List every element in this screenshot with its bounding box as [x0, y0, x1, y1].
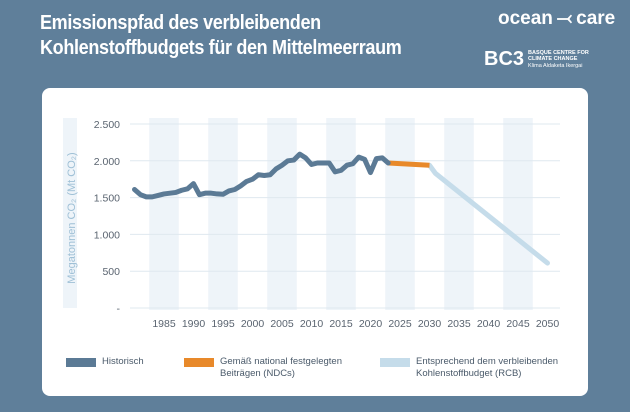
x-band: [444, 118, 474, 310]
series-historic: [132, 151, 391, 200]
legend-label: Beiträgen (NDCs): [220, 368, 295, 379]
x-band: [503, 118, 533, 310]
legend-label: Kohlenstoffbudget (RCB): [416, 368, 522, 379]
x-tick-label: 2010: [300, 318, 324, 330]
legend-item-historic: Historisch: [66, 356, 144, 368]
x-tick-label: 1995: [211, 318, 235, 330]
logo-text: CLIMATE CHANGE: [528, 56, 578, 63]
x-tick-label: 2000: [241, 318, 265, 330]
y-label-band: [63, 118, 77, 308]
y-axis-label: Megatonnen CO₂ (Mt CO₂): [66, 152, 78, 283]
y-tick-label: -: [117, 303, 121, 315]
x-band: [326, 118, 356, 310]
chart-card: [42, 88, 588, 396]
legend-item-rcb: Entsprechend dem verbleibenden Kohlenstof…: [380, 356, 558, 380]
x-tick-label: 2020: [359, 318, 383, 330]
logo-text: Klima Aldaketa Ikergai: [528, 62, 583, 69]
legend-swatch: [380, 358, 410, 367]
x-band: [385, 118, 415, 310]
y-tick-label: 1.000: [94, 229, 120, 241]
series-ndc: [388, 160, 430, 168]
x-tick-label: 2050: [536, 318, 560, 330]
y-tick-label: 2.500: [94, 119, 120, 131]
y-tick-label: 500: [102, 266, 120, 278]
legend-swatch: [66, 358, 96, 367]
logo-text: care: [576, 8, 616, 29]
x-tick-label: 2030: [418, 318, 442, 330]
legend-label: Historisch: [102, 356, 144, 367]
x-tick-label: 1985: [152, 318, 176, 330]
y-tick-label: 1.500: [94, 193, 120, 205]
logo-text: BC3: [484, 48, 525, 70]
legend-label: Gemäß national festgelegten: [220, 356, 342, 367]
logo-text: BASQUE CENTRE FOR: [528, 49, 589, 56]
x-tick-label: 2015: [329, 318, 353, 330]
x-band: [149, 118, 179, 310]
legend-swatch: [184, 358, 214, 367]
x-tick-label: 2045: [506, 318, 530, 330]
logos: ocean ⤙ care BC3 BASQUE CENTRE FOR CLIMAT…: [484, 8, 616, 71]
page-title: Emissionspfad des verbleibenden Kohlenst…: [40, 11, 402, 59]
legend-item-ndc: Gemäß national festgelegten Beiträgen (ND…: [184, 356, 342, 380]
x-band: [267, 118, 297, 310]
logo-text: ocean: [498, 8, 553, 29]
x-tick-label: 2035: [447, 318, 471, 330]
whale-tail-icon: ⤙: [556, 8, 573, 29]
x-band: [208, 118, 238, 310]
x-tick-label: 1990: [182, 318, 206, 330]
legend-label: Entsprechend dem verbleibenden: [416, 356, 559, 367]
oceancare-logo: ocean ⤙ care: [498, 8, 616, 30]
bc3-logo: BC3 BASQUE CENTRE FOR CLIMATE CHANGE Klima…: [484, 48, 614, 71]
x-tick-label: 2025: [388, 318, 412, 330]
x-tick-label: 2040: [477, 318, 501, 330]
series-rcb: [427, 162, 550, 266]
x-tick-label: 2005: [270, 318, 294, 330]
y-tick-label: 2.000: [94, 156, 120, 168]
